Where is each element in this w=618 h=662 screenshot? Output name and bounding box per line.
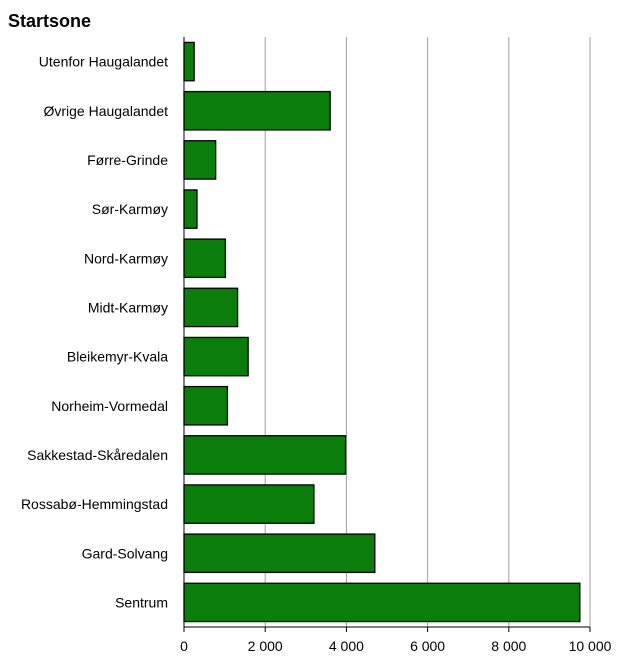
x-tick-label: 10 000 xyxy=(569,638,612,654)
category-label: Nord-Karmøy xyxy=(84,250,168,266)
category-label: Bleikemyr-Kvala xyxy=(67,349,168,365)
category-labels: Utenfor Haugalandet Øvrige Haugalandet Før… xyxy=(21,54,168,611)
axes xyxy=(183,37,591,632)
bars xyxy=(183,41,581,623)
bar-4 xyxy=(183,189,198,229)
bar-8 xyxy=(183,385,229,426)
x-tick-label: 0 xyxy=(180,638,188,654)
category-label: Norheim-Vormedal xyxy=(51,398,168,414)
bar-7 xyxy=(183,336,249,377)
bar-10 xyxy=(183,484,315,524)
category-label: Rossabø-Hemmingstad xyxy=(21,496,168,512)
bar-2 xyxy=(183,90,331,131)
category-label: Midt-Karmøy xyxy=(88,299,168,315)
x-tick-label: 2 000 xyxy=(248,638,283,654)
x-tick-label: 6 000 xyxy=(410,638,445,654)
category-label: Gard-Solvang xyxy=(82,545,168,561)
category-label: Sør-Karmøy xyxy=(92,201,168,217)
x-tick-label: 8 000 xyxy=(491,638,526,654)
bar-9 xyxy=(183,435,347,475)
bar-11 xyxy=(183,533,376,574)
category-label: Øvrige Haugalandet xyxy=(43,103,168,119)
bar-12 xyxy=(183,582,581,623)
bar-6 xyxy=(183,287,239,328)
category-label: Sakkestad-Skåredalen xyxy=(27,447,168,463)
x-tick-label: 4 000 xyxy=(329,638,364,654)
x-tick-labels: 0 2 000 4 000 6 000 8 000 10 000 xyxy=(180,638,612,654)
bar-1 xyxy=(183,41,195,82)
category-label: Førre-Grinde xyxy=(87,152,168,168)
grid-lines xyxy=(264,37,591,627)
bar-5 xyxy=(183,238,227,279)
chart-title: Startsone xyxy=(8,11,91,31)
bar-3 xyxy=(183,140,217,180)
category-label: Sentrum xyxy=(115,594,168,610)
category-label: Utenfor Haugalandet xyxy=(39,54,168,70)
